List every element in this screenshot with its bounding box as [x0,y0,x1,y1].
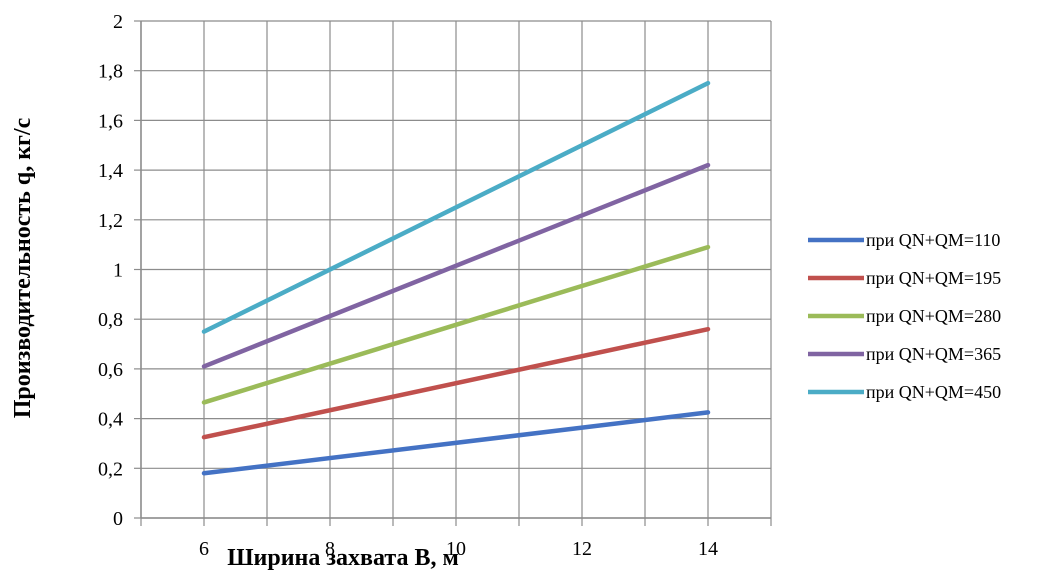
axes [134,20,772,526]
x-axis-title: Ширина захвата B, м [227,545,459,571]
series-lines [201,80,711,476]
legend-entry-label: при QN+QM=365 [866,344,1001,364]
y-tick-label: 0 [113,508,123,530]
y-tick-label: 1 [113,260,123,282]
legend-entry-label: при QN+QM=195 [866,268,1001,288]
series-line [201,244,711,405]
x-tick-label: 10 [446,538,466,560]
x-tick-label: 14 [698,538,718,560]
y-tick-label: 0,2 [98,458,123,480]
x-tick-label: 12 [572,538,592,560]
y-tick-label: 0,8 [98,309,123,331]
legend-entry-label: при QN+QM=280 [866,306,1001,326]
series-line [201,80,711,334]
y-tick-label: 1,4 [98,160,123,182]
series-line [201,326,711,440]
y-tick-label: 0,6 [98,359,123,381]
y-tick-label: 1,6 [98,110,123,132]
y-tick-label: 0,4 [98,409,123,431]
legend-entry-label: при QN+QM=450 [866,382,1001,402]
x-tick-label: 8 [325,538,335,560]
y-tick-label: 1,8 [98,61,123,83]
y-axis-title: Производительность q, кг/с [10,117,36,418]
y-tick-label: 2 [113,11,123,33]
series-line [201,162,711,369]
x-tick-label: 6 [199,538,209,560]
legend: при QN+QM=110 при QN+QM=195 при QN+QM=280 п… [808,230,1001,402]
series-line [201,410,711,476]
legend-entry-label: при QN+QM=110 [866,230,1000,250]
y-tick-label: 1,2 [98,210,123,232]
tick-labels: 0 0,2 0,4 0,6 0,8 1 1,2 1,4 1,6 1,8 2 6 8 10 12 14 [98,11,718,560]
